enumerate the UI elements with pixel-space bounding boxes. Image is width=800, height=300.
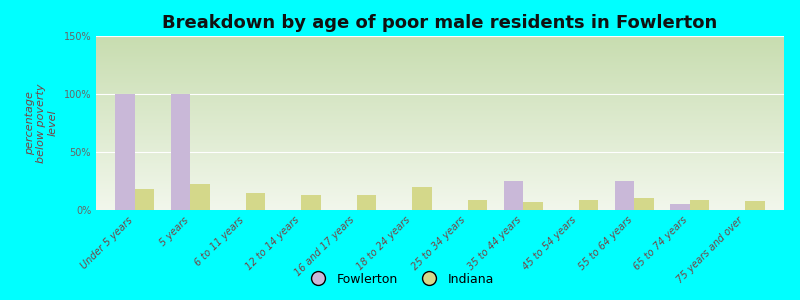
Bar: [578, 200, 598, 210]
Bar: [190, 184, 210, 210]
Y-axis label: percentage
below poverty
level: percentage below poverty level: [25, 83, 58, 163]
Bar: [302, 195, 321, 210]
Bar: [468, 200, 487, 210]
Bar: [135, 189, 154, 210]
Bar: [115, 94, 135, 210]
Bar: [523, 202, 542, 210]
Bar: [357, 195, 376, 210]
Bar: [745, 201, 765, 210]
Bar: [614, 181, 634, 210]
Bar: [412, 187, 432, 210]
Bar: [634, 198, 654, 210]
Bar: [670, 204, 690, 210]
Bar: [690, 200, 709, 210]
Title: Breakdown by age of poor male residents in Fowlerton: Breakdown by age of poor male residents …: [162, 14, 718, 32]
Bar: [246, 193, 266, 210]
Bar: [504, 181, 523, 210]
Bar: [171, 94, 190, 210]
Legend: Fowlerton, Indiana: Fowlerton, Indiana: [301, 268, 499, 291]
